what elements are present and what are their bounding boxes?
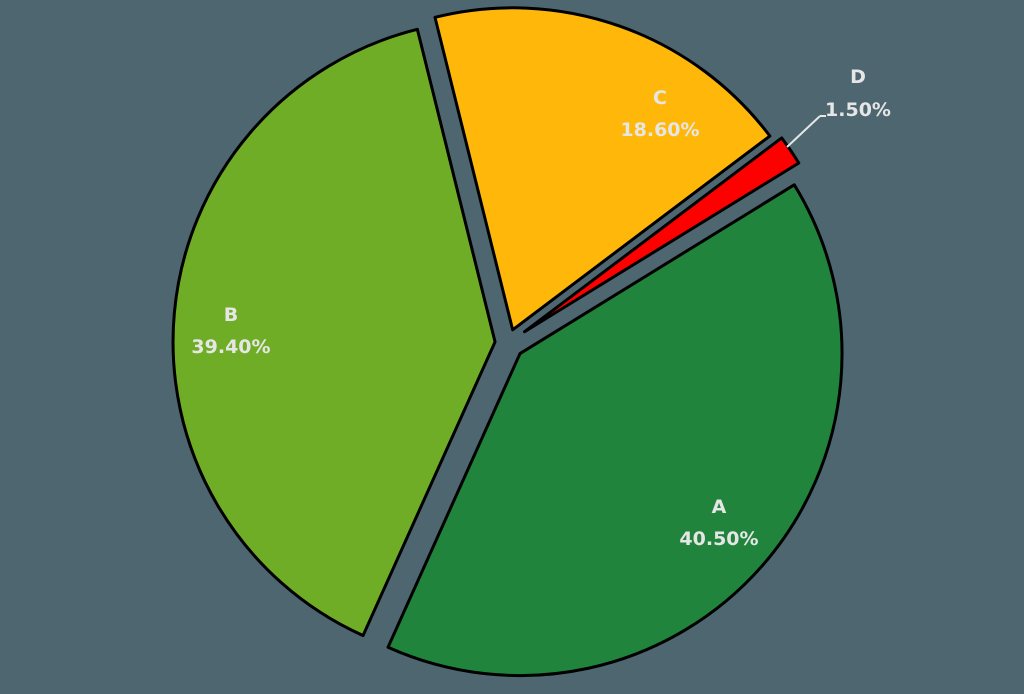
pie-slice-a [386, 183, 844, 678]
pie-slice-b [171, 27, 497, 638]
pie-slice-c [433, 6, 772, 332]
slice-label-a-value: 40.50% [679, 528, 758, 550]
slice-label-a-name: A [712, 496, 727, 518]
slice-label-d-name: D [850, 66, 866, 88]
slice-label-c: C 18.60% [620, 87, 699, 141]
slice-d-leader-line [786, 115, 821, 148]
slice-label-b: B 39.40% [191, 304, 270, 358]
slice-label-d: D 1.50% [786, 66, 891, 148]
slice-label-a: A 40.50% [679, 496, 758, 550]
slice-label-c-value: 18.60% [620, 119, 699, 141]
slice-label-c-name: C [653, 87, 667, 109]
slice-label-b-value: 39.40% [191, 336, 270, 358]
labels-layer: A 40.50% B 39.40% C 18.60% D 1.50% [191, 66, 891, 550]
slice-label-b-name: B [224, 304, 238, 326]
slice-label-d-value: 1.50% [825, 99, 891, 121]
pie-slice-d [523, 136, 801, 334]
slices-layer [171, 6, 844, 678]
